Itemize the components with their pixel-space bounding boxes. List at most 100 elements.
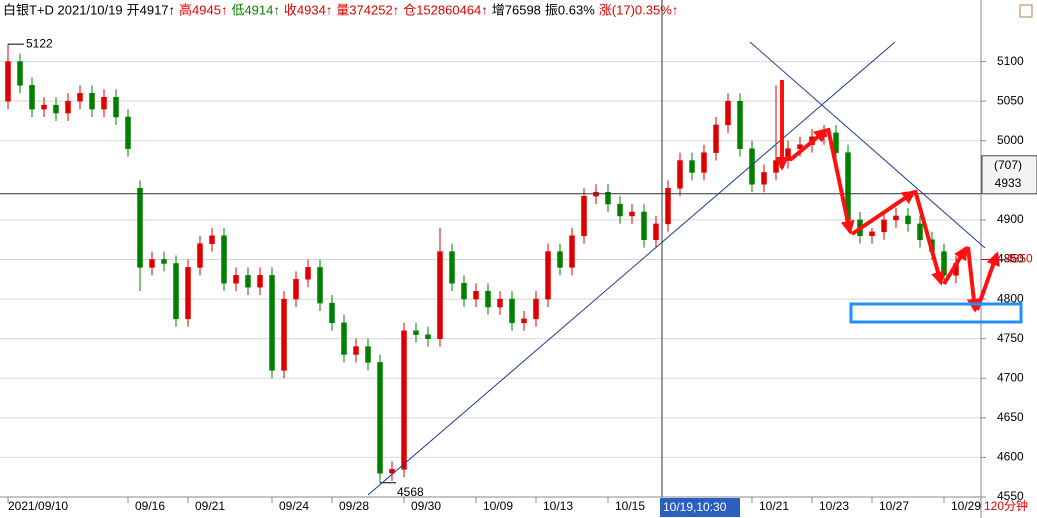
candle-body	[377, 362, 383, 474]
cursor-date-box	[660, 498, 740, 517]
candle-body	[677, 160, 683, 189]
y-tick-label: 4900	[997, 212, 1024, 226]
candle-body	[497, 298, 503, 308]
y-tick-label: 4750	[997, 331, 1024, 345]
candle-body	[233, 275, 239, 284]
candle-body	[185, 267, 191, 320]
arrow	[826, 127, 855, 235]
candle-body	[941, 251, 947, 276]
candle-body	[125, 116, 131, 149]
settings-icon[interactable]	[1019, 4, 1033, 18]
candle-body	[917, 223, 923, 240]
header-field: 涨(17)0.35%↑	[599, 2, 678, 17]
candle-body	[353, 346, 359, 355]
header-field: 白银T+D 2021/10/19	[3, 2, 123, 17]
x-tick-label: 10/09	[483, 499, 513, 513]
candle-body	[209, 235, 215, 244]
y-tick-label: 4850	[997, 252, 1024, 266]
candle-body	[701, 152, 707, 173]
y-tick-label: 5050	[997, 93, 1024, 107]
candle-body	[89, 93, 95, 110]
candle-body	[533, 298, 539, 320]
x-tick-label: 10/29	[951, 499, 981, 513]
candle-body	[101, 96, 107, 110]
y-tick-label: 4550	[997, 489, 1024, 503]
candle-body	[881, 219, 887, 233]
candle-body	[617, 203, 623, 217]
candle-body	[413, 330, 419, 335]
candle-body	[905, 215, 911, 225]
candle-body	[569, 235, 575, 268]
candle-body	[389, 469, 395, 474]
candle-body	[761, 172, 767, 185]
header-field: 增76598	[492, 2, 541, 17]
header-field: 高4945↑	[179, 2, 227, 17]
arrow	[913, 189, 945, 286]
candle-body	[725, 100, 731, 126]
candle-body	[257, 275, 263, 288]
cursor-value-box	[981, 155, 1037, 195]
arrow	[942, 245, 968, 286]
x-tick-label: 09/21	[195, 499, 225, 513]
candle-body	[281, 298, 287, 371]
candle-body	[521, 318, 527, 324]
candle-body	[665, 188, 671, 225]
candle-body	[629, 211, 635, 217]
candle-body	[485, 290, 491, 308]
candle-body	[245, 275, 251, 288]
candle-body	[149, 259, 155, 268]
candle-body	[305, 267, 311, 280]
period-label: 120分钟	[984, 498, 1028, 513]
candle-body	[41, 104, 47, 110]
candle-body	[773, 160, 779, 173]
y-tick-label: 4600	[997, 450, 1024, 464]
candle-body	[197, 243, 203, 268]
max-label: 5122	[26, 36, 53, 50]
x-tick-label: 2021/09/10	[8, 499, 68, 513]
candle-body	[449, 251, 455, 284]
y-tick-label: 4650	[997, 410, 1024, 424]
candle-body	[53, 104, 59, 114]
candle-body	[833, 132, 839, 153]
marker-label: 4850	[1006, 252, 1033, 266]
trend-line	[749, 41, 986, 249]
arrow	[788, 128, 829, 162]
candle-body	[5, 61, 11, 102]
header-field: 收4934↑	[284, 2, 332, 17]
y-tick-label: 4800	[997, 291, 1024, 305]
x-tick-label: 09/30	[411, 499, 441, 513]
x-tick-label: 09/16	[135, 499, 165, 513]
candle-body	[797, 144, 803, 149]
candle-body	[77, 93, 83, 102]
candle-body	[509, 298, 515, 324]
x-tick-label: 10/23	[819, 499, 849, 513]
candle-body	[317, 267, 323, 304]
arrow	[975, 251, 1000, 311]
x-tick-label: 10/27	[879, 499, 909, 513]
candle-body	[137, 188, 143, 268]
cursor-date: 10/19,10:30	[663, 500, 727, 514]
candle-body	[65, 100, 71, 114]
candle-body	[641, 211, 647, 240]
candle-body	[581, 195, 587, 237]
candle-body	[557, 251, 563, 268]
candle-body	[293, 279, 299, 300]
candle-body	[221, 235, 227, 284]
trend-line	[367, 41, 896, 496]
candle-body	[17, 61, 23, 86]
candle-body	[653, 223, 659, 240]
candle-body	[473, 290, 479, 300]
header-field: 仓152860464↑	[403, 2, 488, 17]
x-tick-label: 09/28	[339, 499, 369, 513]
candle-body	[437, 251, 443, 339]
arrow	[966, 246, 981, 313]
cursor-tag: (707)	[994, 158, 1022, 172]
candle-body	[893, 215, 899, 221]
header-field: 振0.63%	[545, 2, 595, 17]
candle-body	[161, 259, 167, 264]
candle-body	[713, 124, 719, 153]
y-tick-label: 5000	[997, 133, 1024, 147]
candle-body	[545, 251, 551, 300]
candle-body	[269, 275, 275, 371]
